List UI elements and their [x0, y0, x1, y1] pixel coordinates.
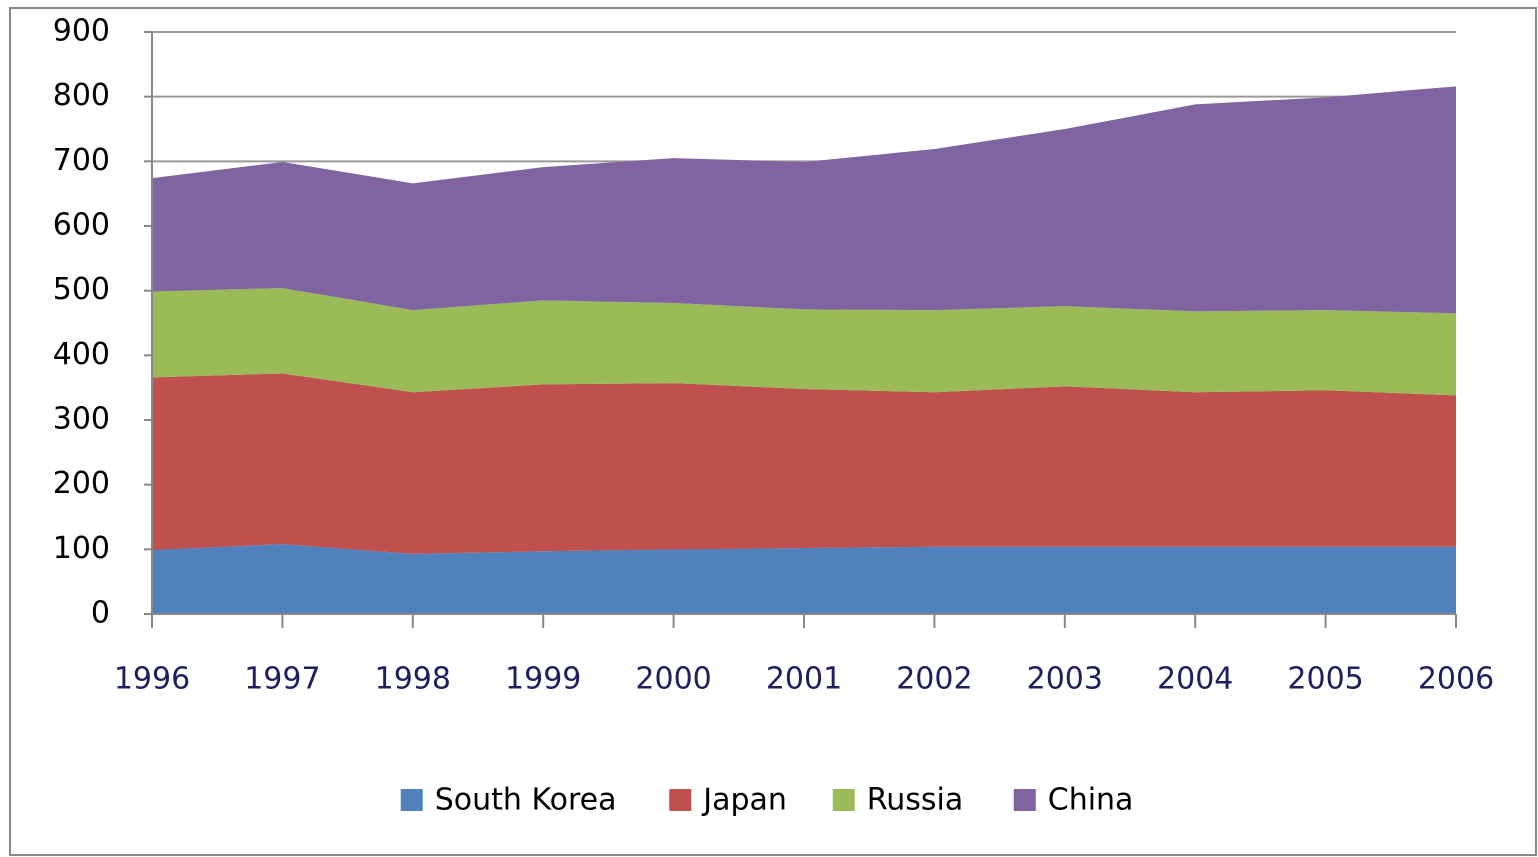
y-tick-label: 400 — [53, 337, 110, 372]
x-tick-label: 2005 — [1287, 662, 1363, 697]
x-tick-label: 2003 — [1027, 662, 1103, 697]
y-tick-label: 100 — [53, 531, 110, 566]
legend-label: South Korea — [435, 783, 617, 818]
legend-swatch — [400, 789, 423, 811]
area — [152, 544, 1456, 614]
legend-label: China — [1048, 783, 1134, 818]
legend-swatch — [1013, 789, 1036, 811]
y-tick-label: 800 — [53, 78, 110, 113]
y-tick-label: 200 — [53, 466, 110, 501]
x-tick-label: 2002 — [896, 662, 972, 697]
legend-swatch — [669, 789, 692, 811]
y-tick-label: 300 — [53, 402, 110, 437]
legend-swatch — [832, 789, 855, 811]
x-tick-label: 1999 — [505, 662, 581, 697]
y-tick-label: 0 — [91, 596, 110, 631]
x-tick-label: 1998 — [375, 662, 451, 697]
y-tick-label: 500 — [53, 272, 110, 307]
x-tick-label: 1996 — [114, 662, 190, 697]
y-tick-label: 600 — [53, 208, 110, 243]
x-tick-label: 2000 — [635, 662, 711, 697]
x-tick-label: 2004 — [1157, 662, 1233, 697]
y-tick-label: 700 — [53, 143, 110, 178]
area — [152, 373, 1456, 554]
y-tick-label: 900 — [53, 14, 110, 49]
x-tick-label: 2001 — [766, 662, 842, 697]
x-tick-label: 2006 — [1418, 662, 1494, 697]
legend-label: Japan — [701, 783, 787, 818]
area — [152, 288, 1456, 396]
x-tick-label: 1997 — [244, 662, 320, 697]
legend-label: Russia — [867, 783, 964, 818]
area — [152, 86, 1456, 314]
